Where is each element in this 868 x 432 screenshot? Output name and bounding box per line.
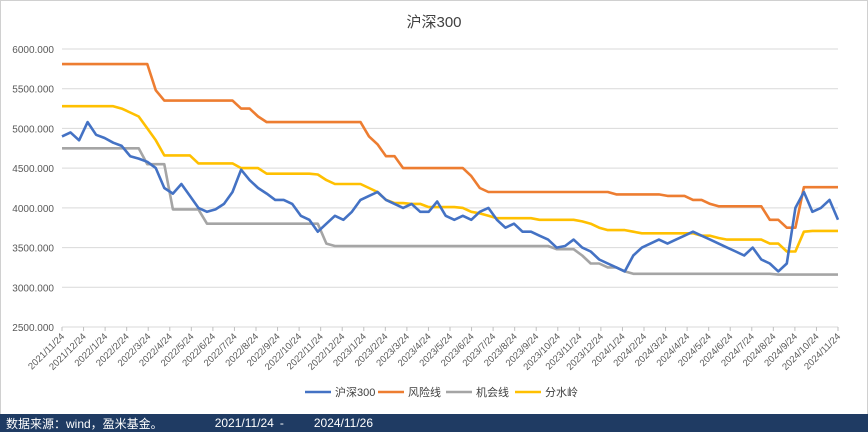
line-chart: 沪深300 2500.000 3000.000 3500.000 4000.000 450…: [12, 14, 843, 399]
legend-label: 机会线: [476, 385, 509, 399]
y-tick-label: 6000.000: [12, 45, 54, 56]
chart-title: 沪深300: [406, 14, 461, 31]
y-tick-label: 4000.000: [12, 204, 54, 215]
series-line: [61, 120, 840, 273]
date-range-start: 2021/11/24: [214, 416, 274, 430]
data-source-note: 数据来源：wind，盈米基金。: [6, 416, 163, 431]
y-tick-label: 5000.000: [12, 124, 54, 135]
series-line: [62, 62, 838, 229]
y-tick-label: 2500.000: [12, 323, 54, 334]
series-line: [62, 104, 838, 253]
legend-label: 分水岭: [545, 385, 578, 399]
legend-label: 沪深300: [335, 385, 375, 399]
y-tick-label: 3000.000: [12, 283, 54, 294]
y-tick-label: 5500.000: [12, 85, 54, 96]
date-range-separator: -: [279, 416, 284, 430]
y-tick-label: 3500.000: [12, 244, 54, 255]
legend-label: 风险线: [408, 385, 441, 399]
date-range-end: 2024/11/26: [313, 416, 374, 430]
footer-bar: 数据来源：wind，盈米基金。 2021/11/24 - 2024/11/26: [0, 414, 868, 432]
y-tick-label: 4500.000: [12, 164, 54, 175]
series-line: [62, 147, 838, 276]
